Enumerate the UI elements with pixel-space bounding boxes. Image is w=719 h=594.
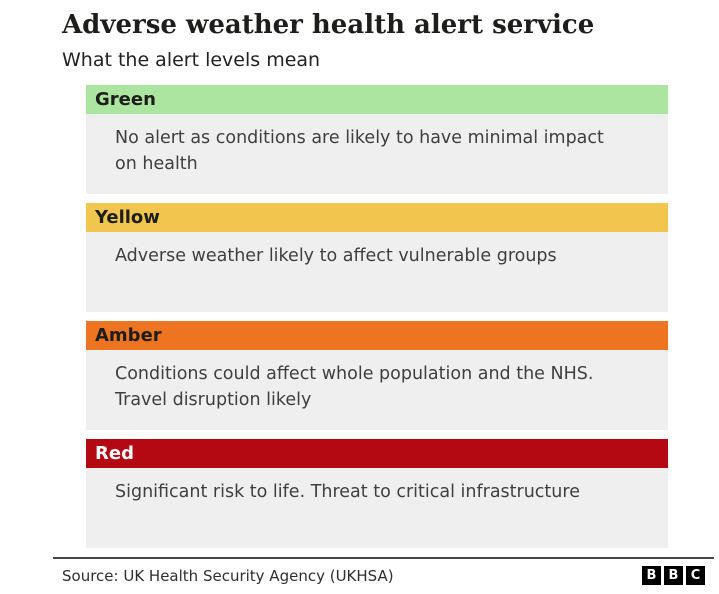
alert-level-header: Yellow <box>86 203 668 232</box>
alert-level-label: Amber <box>95 325 162 346</box>
alert-level-yellow: Yellow Adverse weather likely to affect … <box>86 203 668 312</box>
alert-level-description: Adverse weather likely to affect vulnera… <box>115 246 557 266</box>
bbc-logo-letter: B <box>664 566 683 585</box>
bbc-logo-letter: B <box>642 566 661 585</box>
alert-level-description: No alert as conditions are likely to hav… <box>115 128 604 174</box>
footer-divider <box>53 557 714 559</box>
alert-level-amber: Amber Conditions could affect whole popu… <box>86 321 668 430</box>
alert-level-label: Red <box>95 443 134 464</box>
alert-level-body: No alert as conditions are likely to hav… <box>86 114 668 194</box>
alert-level-header: Red <box>86 439 668 468</box>
bbc-logo-letter: C <box>686 566 705 585</box>
alert-level-header: Green <box>86 85 668 114</box>
alert-level-body: Adverse weather likely to affect vulnera… <box>86 232 668 312</box>
source-text: Source: UK Health Security Agency (UKHSA… <box>62 566 394 585</box>
alert-level-red: Red Significant risk to life. Threat to … <box>86 439 668 548</box>
alert-level-header: Amber <box>86 321 668 350</box>
alert-level-green: Green No alert as conditions are likely … <box>86 85 668 194</box>
bbc-logo: B B C <box>642 566 705 585</box>
alert-list: Green No alert as conditions are likely … <box>86 85 668 548</box>
alert-level-body: Significant risk to life. Threat to crit… <box>86 468 668 548</box>
alert-level-label: Green <box>95 89 156 110</box>
alert-level-description: Significant risk to life. Threat to crit… <box>115 482 580 502</box>
page-subtitle: What the alert levels mean <box>62 49 321 71</box>
footer: Source: UK Health Security Agency (UKHSA… <box>62 566 705 585</box>
alert-level-body: Conditions could affect whole population… <box>86 350 668 430</box>
alert-level-description: Conditions could affect whole population… <box>115 364 594 410</box>
page-title: Adverse weather health alert service <box>62 10 595 40</box>
alert-level-label: Yellow <box>95 207 160 228</box>
